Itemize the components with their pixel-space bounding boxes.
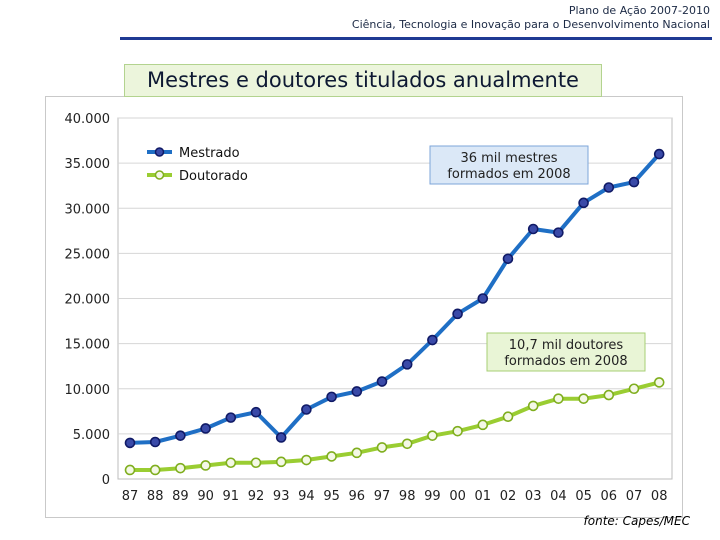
data-point-mestrado — [175, 430, 186, 441]
y-tick-label: 40.000 — [65, 112, 111, 127]
data-point-doutorado — [175, 462, 186, 474]
x-tick-label: 07 — [626, 489, 643, 504]
source-note: fonte: Capes/MEC — [583, 514, 690, 528]
x-tick-label: 87 — [122, 489, 139, 504]
x-tick-label: 01 — [475, 489, 492, 504]
x-tick-label: 95 — [323, 489, 340, 504]
data-point-mestrado — [653, 148, 665, 160]
header-plan-title: Plano de Ação 2007-2010 — [568, 4, 710, 17]
data-point-doutorado — [578, 393, 589, 404]
data-point-mestrado — [553, 227, 564, 238]
series-line-mestrado — [129, 152, 661, 445]
data-point-mestrado — [603, 182, 615, 193]
data-point-mestrado — [200, 423, 211, 434]
data-point-doutorado — [124, 464, 136, 476]
y-tick-label: 0 — [102, 473, 110, 488]
x-tick-label: 94 — [298, 489, 315, 504]
y-tick-label: 15.000 — [65, 338, 111, 353]
data-point-doutorado — [553, 393, 564, 404]
data-point-doutorado — [326, 451, 337, 462]
header-divider — [120, 37, 712, 40]
x-tick-label: 02 — [500, 489, 517, 504]
data-point-doutorado — [603, 389, 615, 401]
data-point-mestrado — [301, 404, 312, 415]
data-point-mestrado — [351, 386, 363, 397]
data-point-mestrado — [628, 176, 640, 188]
x-tick-label: 04 — [550, 489, 567, 504]
data-point-doutorado — [628, 383, 640, 395]
data-point-mestrado — [275, 432, 287, 443]
data-point-doutorado — [351, 447, 363, 459]
y-tick-label: 20.000 — [65, 293, 111, 308]
data-point-doutorado — [376, 442, 388, 453]
data-point-doutorado — [301, 454, 312, 466]
x-tick-label: 92 — [248, 489, 265, 504]
annotation-text-mestrado: formados em 2008 — [447, 167, 570, 182]
x-tick-label: 08 — [651, 489, 668, 504]
x-tick-label: 93 — [273, 489, 290, 504]
data-point-doutorado — [502, 411, 514, 423]
x-tick-label: 88 — [147, 489, 164, 504]
annotation-box-doutorado — [486, 332, 646, 372]
data-point-doutorado — [149, 464, 161, 476]
y-tick-label: 35.000 — [65, 157, 111, 172]
x-tick-label: 06 — [601, 489, 618, 504]
data-point-mestrado — [477, 293, 489, 304]
x-tick-label: 97 — [374, 489, 391, 504]
data-point-doutorado — [200, 460, 211, 471]
y-tick-label: 30.000 — [65, 202, 111, 217]
y-tick-label: 10.000 — [65, 383, 111, 398]
data-point-doutorado — [452, 425, 463, 437]
data-point-doutorado — [427, 430, 438, 441]
legend-marker-mestrado — [154, 147, 165, 157]
annotation-text-doutorado: 10,7 mil doutores — [509, 338, 624, 353]
x-tick-label: 99 — [424, 489, 441, 504]
y-tick-label: 25.000 — [65, 247, 111, 262]
data-point-doutorado — [477, 419, 489, 431]
data-point-mestrado — [149, 436, 161, 448]
header-subtitle: Ciência, Tecnologia e Inovação para o De… — [351, 18, 710, 31]
annotation-box-mestrado — [429, 145, 589, 185]
data-point-mestrado — [452, 308, 463, 320]
annotation-text-mestrado: 36 mil mestres — [460, 151, 557, 166]
series-line-doutorado — [130, 380, 660, 472]
data-point-mestrado — [502, 253, 514, 265]
x-tick-label: 91 — [223, 489, 240, 504]
x-tick-label: 00 — [449, 489, 466, 504]
data-point-doutorado — [250, 457, 262, 469]
data-point-mestrado — [250, 406, 262, 418]
legend-marker-doutorado — [154, 170, 165, 180]
data-point-doutorado — [225, 457, 237, 469]
legend-label-mestrado: Mestrado — [179, 146, 240, 161]
x-tick-label: 96 — [349, 489, 366, 504]
data-point-mestrado — [376, 376, 388, 387]
data-point-doutorado — [653, 377, 665, 388]
data-point-mestrado — [124, 437, 136, 449]
x-tick-label: 89 — [172, 489, 189, 504]
data-point-doutorado — [527, 400, 539, 412]
data-point-mestrado — [401, 359, 413, 370]
data-point-doutorado — [401, 438, 413, 450]
x-tick-label: 03 — [525, 489, 542, 504]
x-tick-label: 05 — [575, 489, 592, 504]
data-point-doutorado — [275, 456, 287, 468]
data-point-mestrado — [225, 412, 237, 423]
x-tick-label: 90 — [197, 489, 214, 504]
data-point-mestrado — [427, 334, 438, 346]
y-tick-label: 5.000 — [73, 428, 110, 443]
chart-title: Mestres e doutores titulados anualmente — [124, 64, 602, 97]
legend-label-doutorado: Doutorado — [179, 169, 248, 184]
data-point-mestrado — [578, 197, 589, 209]
data-point-mestrado — [527, 223, 539, 235]
x-tick-label: 98 — [399, 489, 416, 504]
data-point-mestrado — [326, 391, 337, 403]
annotation-text-doutorado: formados em 2008 — [504, 354, 627, 369]
